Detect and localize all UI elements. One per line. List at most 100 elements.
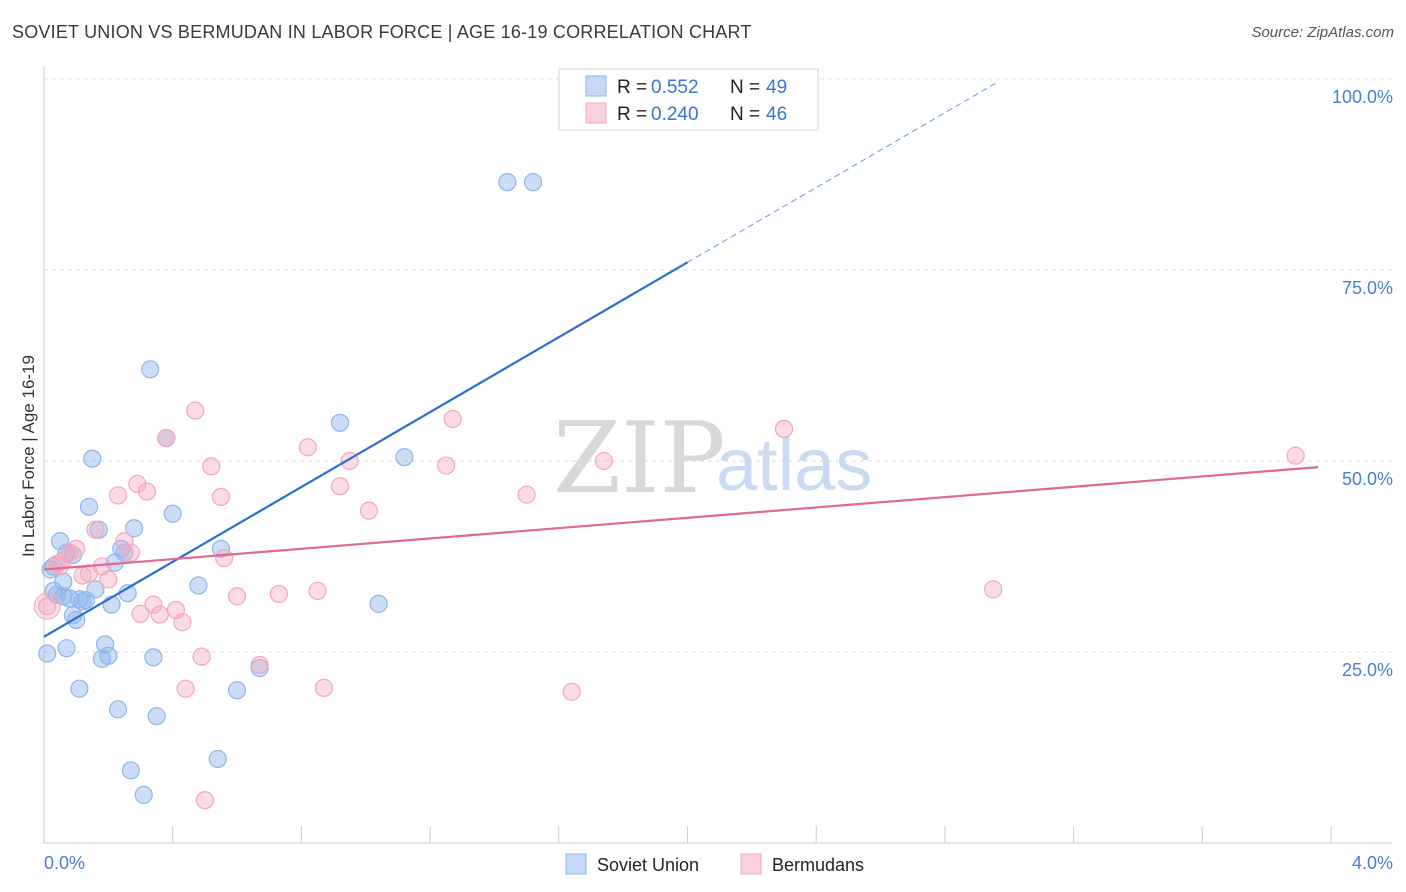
bermudan-point-4 <box>67 539 86 558</box>
soviet-point-4 <box>54 572 73 591</box>
bermudan-point-11 <box>121 543 140 562</box>
bermudan-point-16 <box>150 605 169 624</box>
bermudan-point-28 <box>250 655 269 675</box>
y-tick-label-3: 100.0% <box>1332 87 1393 107</box>
grid-lines <box>44 78 1392 653</box>
bottom-legend-bermudan-swatch <box>740 853 762 875</box>
bermudan-point-6 <box>86 520 105 539</box>
axes <box>43 66 1392 844</box>
y-tick-label-2: 75.0% <box>1342 278 1393 298</box>
y-tick-label-0: 25.0% <box>1342 660 1393 680</box>
bermudan-point-8 <box>99 570 118 589</box>
bermudan-point-21 <box>186 401 205 420</box>
legend-r-label-2: R = <box>617 104 647 125</box>
soviet-point-38 <box>369 594 388 613</box>
soviet-point-17 <box>96 635 115 654</box>
soviet-point-29 <box>147 707 166 726</box>
bermudan-point-33 <box>330 477 350 496</box>
bermudan-point-30 <box>298 438 317 457</box>
bermudan-point-31 <box>308 581 327 600</box>
bermudan-point-cluster <box>33 592 61 620</box>
bermudan-point-17 <box>157 428 176 448</box>
soviet-point-25 <box>124 519 144 538</box>
soviet-point-43 <box>57 639 76 658</box>
bermudan-point-43 <box>1286 446 1305 465</box>
trend-lines <box>43 82 1319 638</box>
bermudan-point-22 <box>192 647 211 666</box>
soviet-point-35 <box>227 681 247 700</box>
soviet-point-41 <box>523 173 543 192</box>
bermudan-point-23 <box>195 791 214 810</box>
soviet-point-9 <box>70 679 89 698</box>
watermark-zip: ZIP <box>553 402 726 516</box>
soviet-points <box>38 173 543 804</box>
bermudan-point-10 <box>115 532 134 551</box>
legend-r-label-1: R = <box>617 77 647 98</box>
bermudan-point-14 <box>137 482 157 501</box>
soviet-point-39 <box>395 448 414 467</box>
bermudan-point-35 <box>359 501 379 520</box>
watermark: ZIP atlas <box>553 402 872 516</box>
soviet-point-24 <box>121 761 140 780</box>
bermudan-point-26 <box>215 548 234 568</box>
legend-soviet-swatch <box>585 75 607 97</box>
bottom-legend: Soviet Union Bermudans <box>565 853 864 875</box>
bermudan-point-41 <box>774 419 794 439</box>
bermudan-point-20 <box>176 679 195 698</box>
bermudan-point-27 <box>227 587 247 606</box>
legend-r-value-1: 0.552 <box>651 77 699 98</box>
soviet-point-40 <box>498 173 517 192</box>
bermudan-point-0 <box>38 597 57 616</box>
legend-n-value-2: 46 <box>766 104 787 125</box>
bermudan-point-40 <box>594 451 613 471</box>
bottom-legend-soviet-label: Soviet Union <box>597 855 699 875</box>
soviet-point-48 <box>44 557 63 576</box>
soviet-trend-line <box>43 261 689 638</box>
soviet-point-27 <box>141 360 160 379</box>
soviet-point-18 <box>99 646 118 665</box>
source-label: Source: ZipAtlas.com <box>1251 24 1394 41</box>
bermudan-point-19 <box>173 613 192 632</box>
bermudan-point-36 <box>437 456 456 475</box>
x-tick-label-max: 4.0% <box>1352 853 1393 873</box>
bermudan-point-44 <box>50 557 70 576</box>
soviet-point-37 <box>330 413 350 432</box>
soviet-point-26 <box>134 785 153 804</box>
bermudan-point-39 <box>562 682 581 701</box>
bermudan-point-45 <box>73 566 92 585</box>
legend-bermudan-swatch <box>585 102 607 124</box>
soviet-point-42 <box>38 644 57 663</box>
legend-n-label-1: N = <box>730 77 760 98</box>
bermudan-point-24 <box>202 457 221 476</box>
chart-title: SOVIET UNION VS BERMUDAN IN LABOR FORCE … <box>12 22 752 42</box>
watermark-atlas: atlas <box>716 423 872 506</box>
bermudan-trend-line <box>43 466 1319 571</box>
soviet-point-32 <box>189 576 208 595</box>
legend-n-value-1: 49 <box>766 77 787 98</box>
soviet-point-28 <box>144 648 163 667</box>
bermudan-point-9 <box>108 486 128 505</box>
bermudan-point-37 <box>443 409 462 429</box>
bermudan-point-13 <box>131 604 150 623</box>
soviet-point-14 <box>86 580 105 599</box>
y-tick-label-1: 50.0% <box>1342 469 1393 489</box>
soviet-point-21 <box>108 700 128 719</box>
soviet-point-12 <box>79 497 99 516</box>
soviet-point-45 <box>70 590 89 609</box>
bermudan-point-29 <box>269 584 288 604</box>
legend-r-value-2: 0.240 <box>651 104 699 125</box>
bottom-legend-soviet-swatch <box>565 853 587 875</box>
bottom-legend-bermudan-label: Bermudans <box>772 855 864 875</box>
bermudan-point-12 <box>128 474 147 494</box>
bermudan-point-25 <box>211 487 231 507</box>
soviet-point-33 <box>208 749 227 769</box>
soviet-point-31 <box>163 504 182 523</box>
legend-n-label-2: N = <box>730 104 760 125</box>
legend: R = 0.552 N = 49 R = 0.240 N = 46 <box>558 68 819 131</box>
bermudan-point-32 <box>314 678 334 698</box>
bermudan-point-15 <box>144 595 163 614</box>
soviet-point-13 <box>83 449 102 468</box>
bermudan-point-38 <box>517 485 536 504</box>
bermudan-point-42 <box>984 580 1003 599</box>
